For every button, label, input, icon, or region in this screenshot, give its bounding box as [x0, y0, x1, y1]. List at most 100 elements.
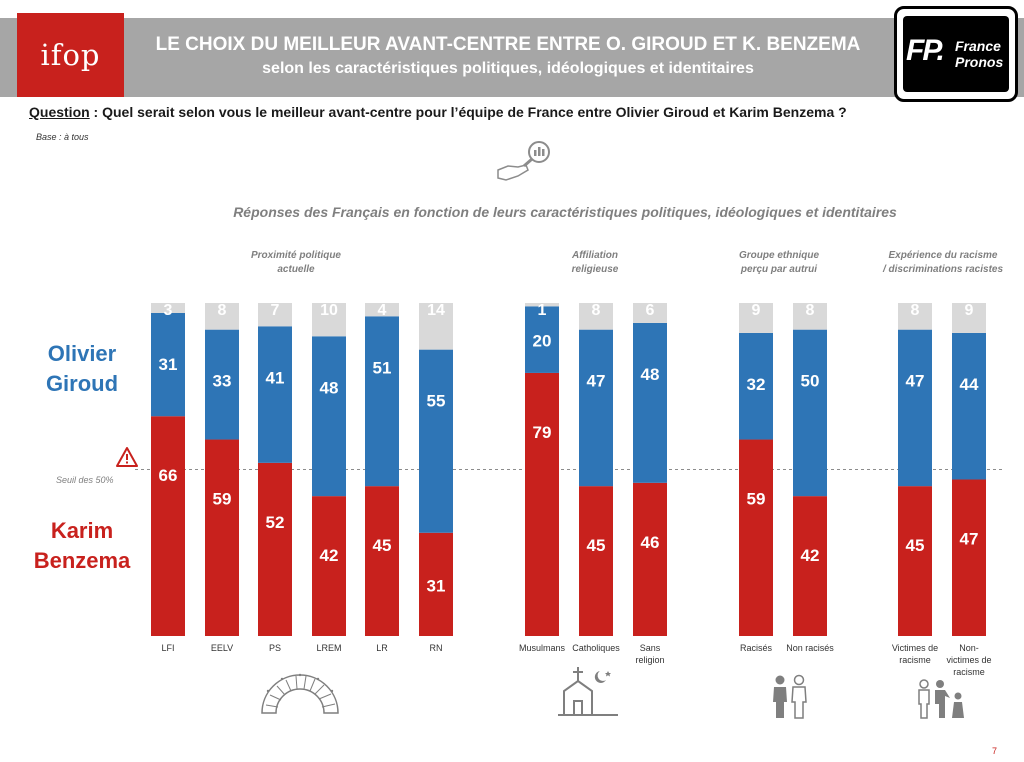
category-label-3: LREM [289, 642, 369, 654]
bar-benzema-5 [419, 532, 453, 636]
bar-benzema-11 [898, 486, 932, 636]
bar-nsp-6 [525, 303, 559, 307]
bar-benzema-2 [258, 462, 292, 636]
bar-giroud-3 [312, 336, 346, 497]
category-label-12-line-2: racisme [953, 667, 985, 677]
label-nsp-4: 4 [378, 302, 387, 319]
label-benzema-0: 66 [159, 466, 178, 485]
bar-benzema-6 [525, 372, 559, 636]
category-label-10-line-0: Non racisés [786, 643, 834, 653]
label-benzema-5: 31 [427, 576, 446, 595]
group-title-racisme: Expérience du racisme / discriminations … [868, 249, 1018, 277]
group-title-racisme-line2: / discriminations racistes [882, 264, 1004, 275]
label-giroud-10: 50 [801, 372, 820, 391]
label-nsp-11: 8 [911, 302, 920, 319]
label-nsp-7: 8 [592, 302, 601, 319]
label-giroud-5: 55 [427, 392, 446, 411]
bar-giroud-1 [205, 329, 239, 440]
page-title: LE CHOIX DU MEILLEUR AVANT-CENTRE ENTRE … [155, 34, 861, 55]
bar-benzema-3 [312, 496, 346, 636]
category-label-12: Non-victimes de racisme [929, 642, 1009, 678]
category-label-1-line-0: EELV [210, 643, 234, 653]
group-title-racisme-line1: Expérience du racisme [888, 250, 998, 261]
category-label-5: RN [396, 642, 476, 654]
label-giroud-9: 32 [747, 375, 766, 394]
bar-benzema-1 [205, 439, 239, 636]
group-title-religion: Affiliation religieuse [540, 249, 650, 277]
bar-benzema-12 [952, 479, 986, 636]
label-benzema-9: 59 [747, 490, 766, 509]
category-label-1: EELV [182, 642, 262, 654]
bar-nsp-3 [312, 303, 346, 337]
category-label-7-line-0: Catholiques [572, 643, 620, 653]
france-pronos-logo: FP. France Pronos [894, 6, 1018, 102]
category-label-3-line-0: LREM [316, 643, 342, 653]
legend-benzema: Karim Benzema [22, 516, 142, 576]
group-title-religion-line1: Affiliation [572, 250, 618, 261]
bar-nsp-12 [952, 303, 986, 333]
page-subtitle: selon les caractéristiques politiques, i… [262, 60, 754, 77]
label-nsp-10: 8 [806, 302, 815, 319]
bar-benzema-8 [633, 482, 667, 636]
bar-benzema-7 [579, 486, 613, 636]
category-label-2: PS [235, 642, 315, 654]
bar-nsp-2 [258, 303, 292, 327]
bar-benzema-0 [151, 416, 185, 636]
legend-giroud-line1: Olivier [47, 341, 117, 366]
group-title-ethnique-line1: Groupe ethnique [739, 250, 819, 261]
bar-nsp-10 [793, 303, 827, 330]
bar-nsp-9 [739, 303, 773, 333]
label-benzema-2: 52 [266, 513, 285, 532]
label-benzema-4: 45 [373, 536, 392, 555]
france-pronos-mark: FP. [906, 34, 945, 67]
label-giroud-7: 47 [587, 372, 606, 391]
label-nsp-12: 9 [965, 302, 974, 319]
category-label-8-line-0: Sans [639, 643, 661, 653]
legend-giroud: Olivier Giroud [22, 339, 142, 399]
label-nsp-6: 1 [538, 302, 547, 319]
label-giroud-6: 20 [533, 332, 552, 351]
category-label-11-line-0: Victimes de [891, 643, 939, 653]
group-title-politique: Proximité politique actuelle [226, 249, 366, 277]
question-label: Question [29, 104, 90, 120]
bar-benzema-9 [739, 439, 773, 636]
category-label-11-line-1: racisme [899, 655, 931, 665]
label-giroud-0: 31 [159, 355, 178, 374]
warning-icon [116, 447, 138, 467]
people-icon [773, 674, 807, 719]
label-nsp-2: 7 [271, 302, 280, 319]
france-pronos-logo-inner: FP. France Pronos [903, 16, 1009, 92]
threshold-label: Seuil des 50% [56, 475, 114, 485]
bar-giroud-9 [739, 332, 773, 440]
search-chart-icon [497, 141, 550, 181]
category-label-6-line-0: Musulmans [518, 643, 565, 653]
label-benzema-1: 59 [213, 490, 232, 509]
category-label-9: Racisés [716, 642, 796, 654]
category-label-0: LFI [128, 642, 208, 654]
label-giroud-3: 48 [320, 378, 339, 397]
category-label-11: Victimes de racisme [875, 642, 955, 666]
bar-giroud-7 [579, 329, 613, 487]
label-nsp-8: 6 [646, 302, 655, 319]
bar-nsp-8 [633, 303, 667, 323]
category-label-10: Non racisés [770, 642, 850, 654]
page-number: 7 [992, 746, 998, 756]
bar-giroud-8 [633, 322, 667, 483]
category-label-5-line-0: RN [429, 643, 443, 653]
france-pronos-wordmark: France Pronos [955, 38, 1003, 70]
label-benzema-8: 46 [641, 533, 660, 552]
bar-nsp-4 [365, 303, 399, 317]
bar-nsp-11 [898, 303, 932, 330]
bar-giroud-6 [525, 306, 559, 373]
group-title-ethnique: Groupe ethnique perçu par autrui [714, 249, 844, 277]
group-title-politique-line2: actuelle [277, 264, 315, 275]
label-benzema-7: 45 [587, 536, 606, 555]
category-label-7: Catholiques [556, 642, 636, 654]
question-text: Question : Quel serait selon vous le mei… [29, 104, 847, 120]
bar-nsp-0 [151, 303, 185, 313]
label-nsp-1: 8 [218, 302, 227, 319]
group-title-religion-line2: religieuse [571, 264, 619, 275]
label-benzema-6: 79 [533, 423, 552, 442]
group-title-ethnique-line2: perçu par autrui [740, 264, 818, 275]
bar-giroud-5 [419, 349, 453, 533]
